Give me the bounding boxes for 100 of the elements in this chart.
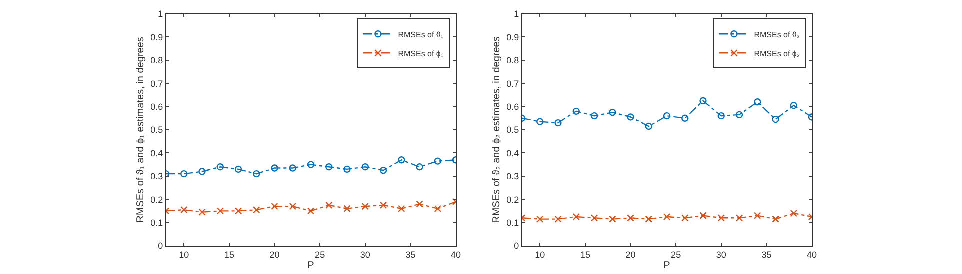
point: [344, 205, 351, 212]
point: [572, 108, 580, 116]
legend-label: RMSEs of ϕ₁: [398, 49, 444, 58]
y-tick-label: 0.7: [506, 78, 520, 89]
point: [627, 114, 634, 121]
x-tick-label: 25: [315, 250, 326, 260]
point: [790, 210, 798, 218]
point: [754, 212, 762, 220]
point: [380, 202, 388, 209]
legend-label: RMSEs of ϑ₁: [398, 30, 444, 40]
y-tick-label: 0.8: [506, 56, 520, 66]
x-tick-label: 30: [716, 250, 726, 260]
point: [772, 216, 780, 223]
point: [344, 166, 351, 174]
y-tick-label: 0.3: [150, 172, 164, 182]
y-tick-label: 0.7: [150, 78, 164, 89]
x-tick-label: 20: [270, 250, 280, 260]
point: [434, 205, 442, 212]
point: [718, 112, 725, 120]
point: [536, 118, 544, 126]
point: [663, 213, 671, 221]
point: [289, 202, 296, 210]
y-tick-label: 0.3: [506, 172, 520, 182]
y-tick-label: 0: [158, 241, 164, 252]
y-tick-label: 0.6: [150, 102, 164, 112]
point: [198, 208, 206, 216]
y-tick-label: 0.5: [506, 125, 520, 136]
point: [627, 214, 634, 222]
point: [253, 170, 260, 178]
point: [700, 212, 707, 220]
y-tick-label: 0.5: [150, 125, 164, 136]
point: [609, 109, 616, 116]
x-tick-label: 40: [806, 250, 818, 260]
x-axis-title: P: [308, 260, 315, 272]
point: [180, 206, 188, 214]
point: [682, 114, 689, 122]
point: [590, 214, 598, 222]
point: [307, 208, 315, 215]
point: [326, 164, 333, 171]
y-tick-label: 0.6: [506, 102, 520, 112]
y-axis-title: RMSEs of ϑ₁ and ϕ₁ estimates, in degrees: [136, 37, 147, 223]
x-tick-label: 40: [450, 250, 462, 260]
x-tick-label: 20: [626, 250, 636, 260]
x-tick-label: 35: [406, 250, 416, 260]
point: [645, 122, 652, 130]
point: [754, 98, 762, 106]
y-tick-label: 0.9: [150, 32, 164, 42]
point: [271, 202, 278, 210]
y-tick-label: 0.2: [150, 194, 164, 205]
point: [416, 164, 424, 171]
point: [663, 112, 671, 120]
point: [736, 111, 744, 119]
x-tick-label: 30: [360, 250, 370, 260]
legend-label: RMSEs of ϕ₂: [754, 49, 800, 58]
y-tick-label: 0.2: [506, 194, 520, 205]
point: [234, 166, 242, 174]
point: [216, 164, 224, 171]
x-axis-title: P: [664, 260, 671, 272]
x-tick-label: 15: [224, 250, 234, 260]
point: [700, 97, 707, 105]
y-tick-label: 0.8: [150, 56, 164, 66]
point: [718, 214, 725, 222]
point: [434, 158, 442, 165]
y-tick-label: 0: [514, 241, 520, 252]
point: [790, 102, 798, 110]
point: [772, 116, 780, 124]
point: [180, 170, 188, 178]
point: [362, 164, 369, 171]
point: [216, 208, 224, 215]
y-axis-title: RMSEs of ϑ₂ and ϕ₂ estimates, in degrees: [492, 36, 503, 224]
y-tick-label: 1: [158, 9, 164, 20]
point: [362, 202, 369, 210]
y-tick-label: 0.1: [150, 218, 164, 228]
y-tick-label: 0.4: [506, 148, 520, 158]
point: [198, 168, 206, 176]
x-tick-label: 25: [671, 250, 682, 260]
point: [271, 164, 278, 172]
point: [253, 206, 260, 214]
legend-label: RMSEs of ϑ₂: [754, 30, 800, 40]
point: [234, 208, 242, 215]
point: [736, 214, 744, 222]
point: [398, 156, 406, 164]
point: [590, 112, 598, 120]
point: [307, 161, 315, 168]
point: [682, 214, 689, 222]
point: [326, 202, 333, 209]
point: [398, 205, 406, 212]
point: [554, 119, 562, 127]
x-tick-label: 10: [179, 250, 190, 260]
point: [554, 216, 562, 223]
point: [609, 216, 616, 223]
y-tick-label: 0.9: [506, 32, 520, 42]
x-tick-label: 35: [762, 250, 772, 260]
point: [416, 200, 424, 208]
y-tick-label: 0.1: [506, 218, 520, 228]
point: [289, 164, 296, 172]
y-tick-label: 0.4: [150, 148, 164, 158]
y-tick-label: 1: [514, 9, 520, 20]
point: [380, 167, 388, 174]
point: [645, 216, 652, 223]
